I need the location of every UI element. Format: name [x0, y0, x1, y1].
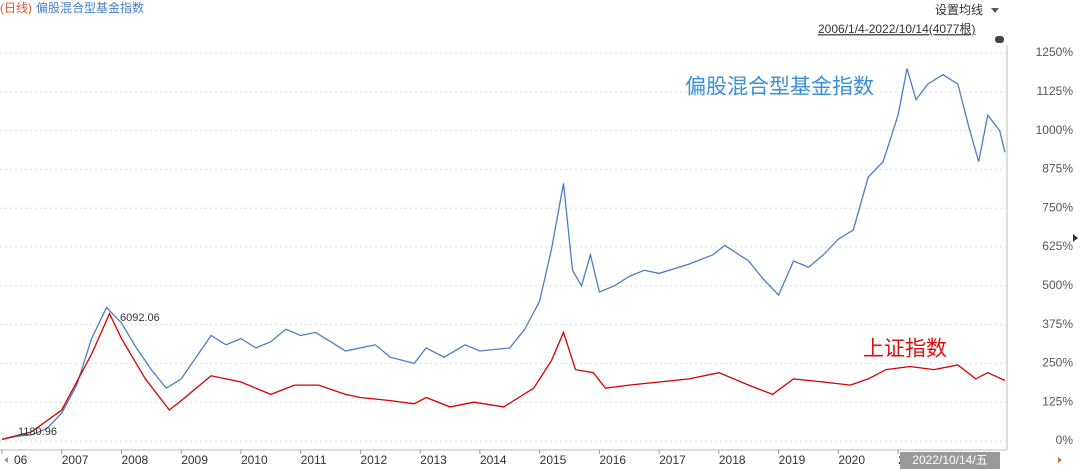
period-label: (日线)	[0, 1, 32, 15]
x-tick-label: 2017	[659, 453, 686, 467]
y-tick-label: 1250%	[1036, 45, 1074, 59]
y-tick-label: 625%	[1042, 239, 1073, 253]
scroll-handle[interactable]	[995, 36, 1004, 43]
x-tick-label: 2007	[62, 453, 89, 467]
x-tick-label: 2020	[838, 453, 865, 467]
cursor-label: 2022/10/14/五	[912, 453, 987, 467]
y-tick-label: 250%	[1042, 356, 1073, 370]
series-line	[1, 312, 1006, 441]
x-tick-label: 06	[14, 453, 28, 467]
x-tick-label: 2018	[719, 453, 746, 467]
dropdown-icon[interactable]	[991, 8, 999, 13]
y-tick-label: 1125%	[1037, 84, 1074, 98]
annotation: 1180.96	[18, 426, 57, 438]
series-line	[1, 68, 1006, 441]
expand-icon[interactable]	[1073, 234, 1078, 242]
x-tick-label: 2012	[360, 453, 387, 467]
x-tick-label: 2019	[779, 453, 806, 467]
y-tick-label: 375%	[1042, 317, 1073, 331]
y-tick-label: 875%	[1042, 162, 1073, 176]
x-tick-label: 2014	[480, 453, 507, 467]
cursor-label-box	[900, 452, 1000, 469]
series-label: 上证指数	[863, 338, 947, 361]
x-tick-label: 2016	[599, 453, 626, 467]
x-tick-label: 2011	[301, 453, 327, 467]
x-tick-label: 2015	[540, 453, 567, 467]
y-tick-label: 500%	[1042, 278, 1073, 292]
y-tick-label: 0%	[1056, 433, 1074, 447]
scroll-right-icon[interactable]	[1058, 457, 1062, 463]
settings-button[interactable]: 设置均线	[935, 3, 983, 17]
series-label: 偏股混合型基金指数	[685, 76, 874, 99]
y-tick-label: 1000%	[1036, 123, 1074, 137]
scroll-left-icon[interactable]	[4, 457, 8, 463]
index-name: 偏股混合型基金指数	[36, 0, 144, 15]
annotation: 6092.06	[120, 312, 160, 324]
x-tick-label: 2010	[241, 453, 268, 467]
x-tick-label: 2009	[181, 453, 208, 467]
x-tick-label: 2008	[121, 453, 148, 467]
x-tick-label: 2013	[420, 453, 447, 467]
y-tick-label: 125%	[1042, 394, 1073, 408]
date-range: 2006/1/4-2022/10/14(4077根)	[818, 22, 975, 36]
y-tick-label: 750%	[1042, 200, 1073, 214]
